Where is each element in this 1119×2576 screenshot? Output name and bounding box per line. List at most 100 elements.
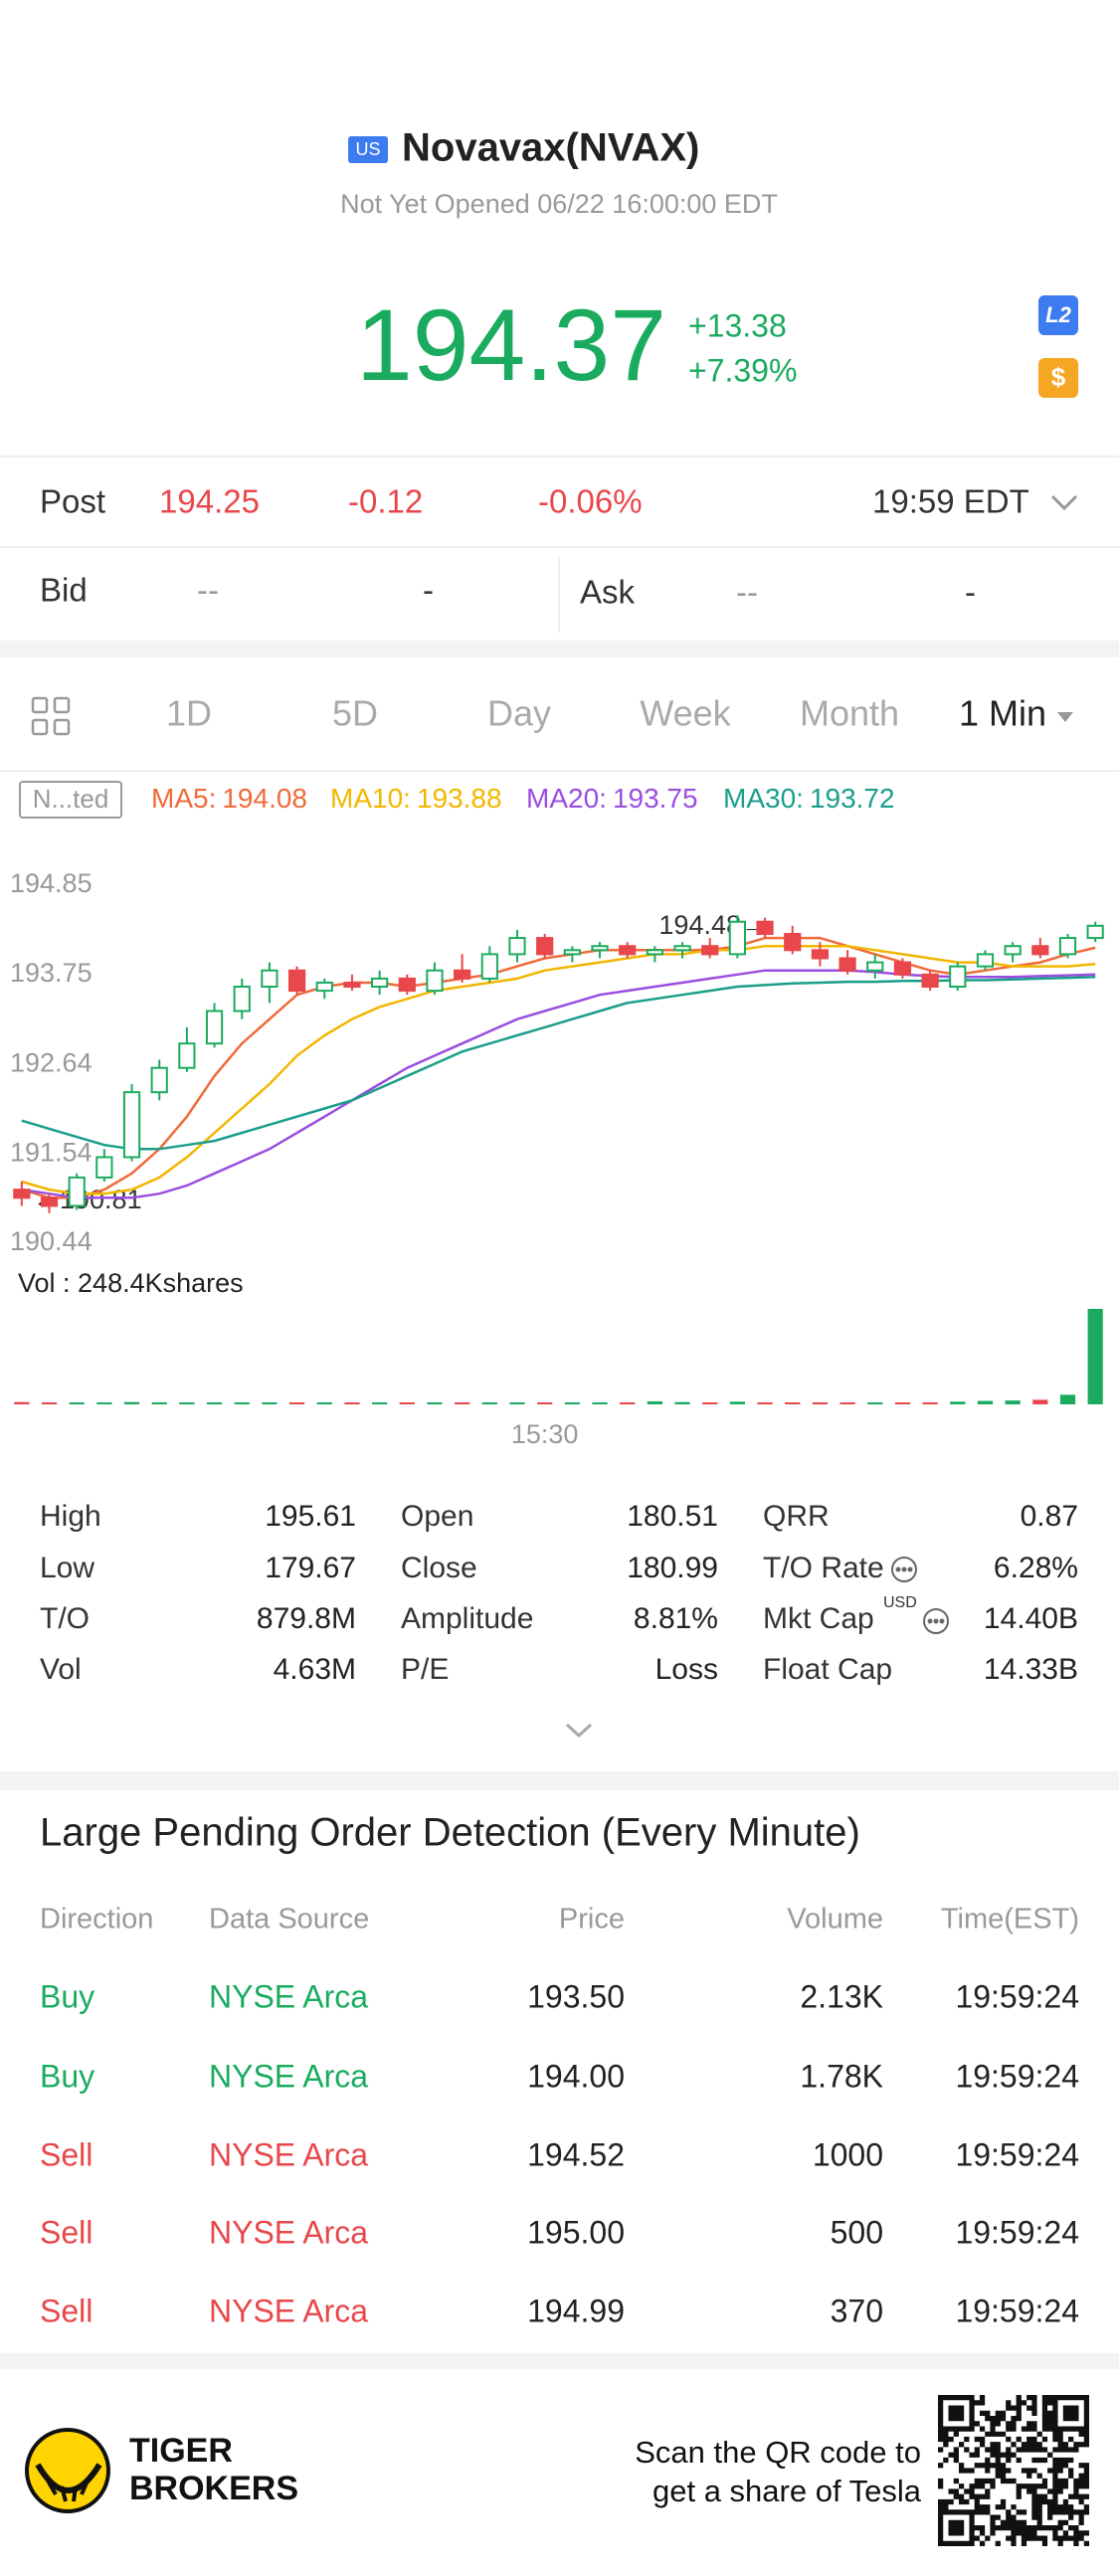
l2-badge[interactable] — [1038, 295, 1078, 335]
stat-value: 879.8M — [257, 1602, 356, 1635]
tag-box — [19, 781, 122, 819]
ma-line — [21, 975, 1096, 1151]
stat-value: 6.28% — [994, 1552, 1078, 1584]
candle-body — [68, 1176, 86, 1207]
candle-body — [619, 945, 637, 956]
candle-body — [591, 945, 609, 952]
table-cell: 19:59:24 — [955, 2136, 1079, 2172]
separator-band — [0, 641, 1119, 657]
ask-price: -- — [736, 574, 758, 611]
volume-bar — [234, 1402, 250, 1404]
table-cell: 19:59:24 — [955, 2214, 1079, 2250]
volume-bar — [729, 1401, 745, 1404]
candle-body — [150, 1066, 168, 1094]
candle-body — [893, 961, 912, 976]
layout-icon[interactable] — [31, 696, 71, 736]
info-icon[interactable] — [891, 1557, 917, 1582]
candle-body — [371, 977, 389, 989]
volume-bar — [1032, 1399, 1048, 1404]
volume-bar — [1059, 1394, 1076, 1404]
table-cell: NYSE Arca — [209, 2214, 368, 2250]
max-label: 194.48→ — [658, 910, 768, 940]
table-cell: NYSE Arca — [209, 2136, 368, 2172]
volume-bar — [427, 1402, 443, 1404]
candle-body — [205, 1010, 224, 1045]
ask-size: - — [965, 574, 976, 611]
table-cell: NYSE Arca — [209, 2058, 368, 2094]
stat-label: T/O Rate — [763, 1552, 884, 1584]
volume-bar — [399, 1402, 415, 1404]
legend-name: MA30: — [723, 783, 804, 814]
timeframe-tab[interactable]: Day — [487, 693, 551, 734]
volume-bar — [69, 1402, 85, 1404]
ma-line — [21, 944, 1096, 1196]
volume-bar — [372, 1402, 388, 1404]
timeframe-tab[interactable]: 5D — [332, 693, 378, 734]
y-tick-label: 191.54 — [10, 1137, 93, 1167]
table-cell: Buy — [40, 2058, 94, 2094]
timeframe-tab[interactable]: 1 Min — [959, 693, 1046, 734]
timeframe-tab[interactable]: Month — [800, 693, 899, 734]
candle-body — [839, 957, 856, 972]
table-cell: Sell — [40, 2214, 93, 2250]
bid-size: - — [423, 572, 434, 609]
volume-bar — [894, 1402, 911, 1404]
candle-body — [866, 961, 884, 972]
separator-band — [0, 1771, 1119, 1790]
volume-bar — [96, 1402, 112, 1404]
timeframe-tab[interactable]: 1D — [166, 693, 212, 734]
table-cell: NYSE Arca — [209, 2293, 368, 2328]
expand-chevron[interactable] — [565, 1723, 593, 1739]
dollar-label[interactable]: $ — [1051, 362, 1066, 392]
post-time[interactable]: 19:59 EDT — [872, 483, 1029, 520]
volume-bar — [481, 1402, 497, 1404]
legend-entry: MA20: 193.75 — [526, 783, 698, 814]
chevron-down[interactable] — [1050, 494, 1078, 511]
candle-body — [563, 949, 581, 956]
y-tick-label: 194.85 — [10, 868, 93, 898]
stat-label: Amplitude — [401, 1602, 533, 1635]
bid-price: -- — [197, 572, 219, 609]
table-cell: 194.00 — [527, 2058, 625, 2094]
info-icon[interactable] — [923, 1608, 949, 1634]
volume-bar — [922, 1402, 938, 1404]
table-cell: Sell — [40, 2293, 93, 2328]
y-tick-label: 192.64 — [10, 1048, 93, 1078]
stat-value: 14.40B — [984, 1602, 1078, 1635]
table-cell: Sell — [40, 2136, 93, 2172]
candle-body — [287, 969, 306, 993]
footer-text: get a share of Tesla — [653, 2474, 922, 2508]
legend-name: MA20: — [526, 783, 607, 814]
status: Not Yet Opened 06/22 16:00:00 EDT — [340, 189, 778, 219]
volume-bar — [757, 1402, 773, 1404]
l2-label[interactable]: L2 — [1045, 302, 1071, 327]
legend-entry: MA5: 194.08 — [151, 783, 307, 814]
stat-value: 179.67 — [265, 1552, 356, 1584]
candle-body — [811, 949, 830, 960]
volume-bar — [839, 1402, 855, 1404]
tiger-logo — [25, 2428, 110, 2513]
post-label: Post — [40, 483, 105, 520]
table-cell: 370 — [831, 2293, 883, 2328]
stat-value: 180.51 — [627, 1500, 718, 1533]
timeframe-tab[interactable]: Week — [640, 693, 731, 734]
candle-body — [701, 945, 719, 956]
volume-bar — [537, 1402, 553, 1404]
separator-band — [0, 2353, 1119, 2369]
table-cell: 19:59:24 — [955, 2058, 1079, 2094]
stat-label: QRR — [763, 1500, 830, 1533]
column-header: Time(EST) — [941, 1904, 1079, 1935]
candle-body — [784, 932, 802, 952]
volume-bar — [785, 1402, 801, 1404]
volume-bar — [344, 1402, 360, 1404]
table-cell: 194.52 — [527, 2136, 625, 2172]
candle-body — [40, 1196, 59, 1207]
volume-bar — [564, 1402, 580, 1404]
dropdown-triangle[interactable] — [1057, 712, 1073, 722]
dollar-badge[interactable] — [1038, 358, 1078, 398]
candle-body — [480, 953, 498, 980]
table-cell: 1.78K — [800, 2058, 883, 2094]
candle-body — [536, 937, 554, 956]
